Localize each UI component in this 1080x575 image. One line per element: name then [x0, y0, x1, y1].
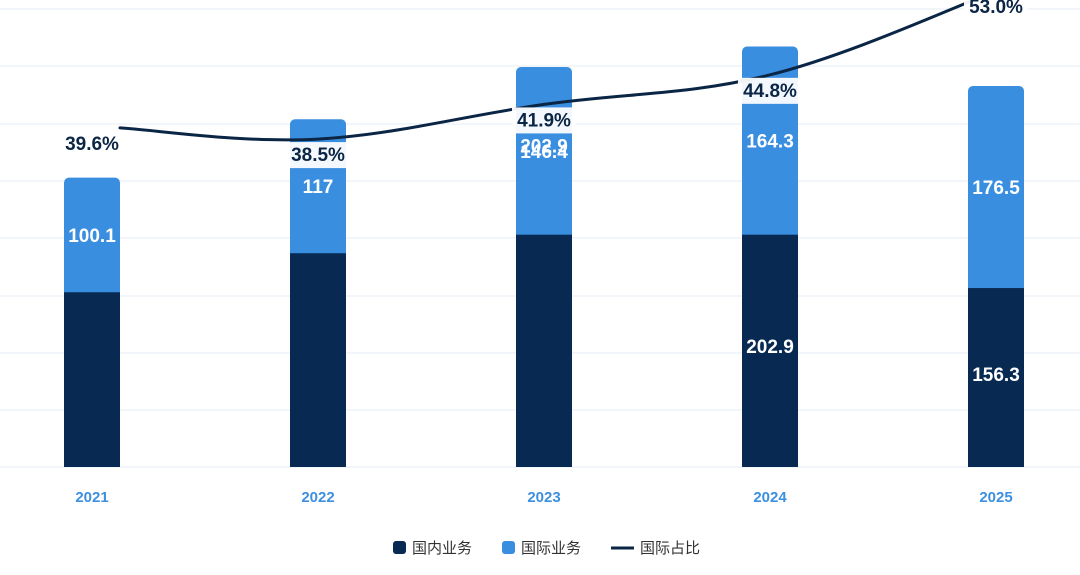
- legend-swatch-domestic: [393, 541, 406, 554]
- pct-label-background: [60, 130, 124, 157]
- data-label-international: 117: [303, 177, 334, 198]
- data-label-international: 146.4: [520, 142, 568, 163]
- legend: 国内业务 国际业务 国际占比: [393, 540, 700, 557]
- legend-label-domestic: 国内业务: [412, 540, 472, 557]
- data-label-share: 41.9%: [517, 110, 571, 131]
- legend-label-international: 国际业务: [521, 540, 581, 557]
- pct-label-background: [738, 77, 802, 104]
- pct-label-background: [964, 0, 1028, 21]
- x-tick-label: 2024: [753, 489, 787, 506]
- x-tick-label: 2025: [979, 489, 1012, 506]
- data-label-international: 176.5: [972, 178, 1020, 199]
- share-line-path: [118, 0, 978, 142]
- bar-domestic: [742, 234, 798, 467]
- legend-label-line: 国际占比: [640, 540, 700, 557]
- x-tick-label: 2021: [75, 489, 108, 506]
- legend-item-line[interactable]: 国际占比: [611, 540, 700, 557]
- pct-label-background: [512, 107, 576, 134]
- data-label-international: 100.1: [68, 226, 116, 247]
- data-label-domestic: 202.9: [746, 337, 794, 358]
- legend-item-international[interactable]: 国际业务: [502, 540, 581, 557]
- data-label-share: 38.5%: [291, 145, 345, 166]
- bar-domestic: [290, 253, 346, 467]
- x-tick-label: 2023: [527, 489, 560, 506]
- pct-label-background: [286, 142, 350, 169]
- data-label-international: 164.3: [746, 132, 794, 153]
- bar-domestic: [968, 288, 1024, 467]
- data-labels: 100.139.6%152.6117186.738.5%146.441.9%20…: [60, 0, 1028, 386]
- bars: [64, 46, 1024, 467]
- legend-swatch-international: [502, 541, 515, 554]
- data-label-share: 44.8%: [743, 81, 797, 102]
- data-label-share: 39.6%: [65, 134, 119, 155]
- data-label-domestic: 202.9: [520, 136, 568, 157]
- x-axis-ticks: 2021 2022 2023 2024 2025: [75, 489, 1012, 506]
- share-line: [118, 0, 978, 142]
- legend-item-domestic[interactable]: 国内业务: [393, 540, 472, 557]
- bar-domestic: [516, 234, 572, 467]
- bar-domestic: [64, 292, 120, 467]
- bar-international: [968, 85, 1024, 295]
- data-label-share: 53.0%: [969, 0, 1023, 18]
- data-label-domestic: 152.6: [68, 160, 116, 181]
- x-tick-label: 2022: [301, 489, 334, 506]
- data-label-domestic: 156.3: [972, 365, 1020, 386]
- bar-international: [64, 177, 120, 299]
